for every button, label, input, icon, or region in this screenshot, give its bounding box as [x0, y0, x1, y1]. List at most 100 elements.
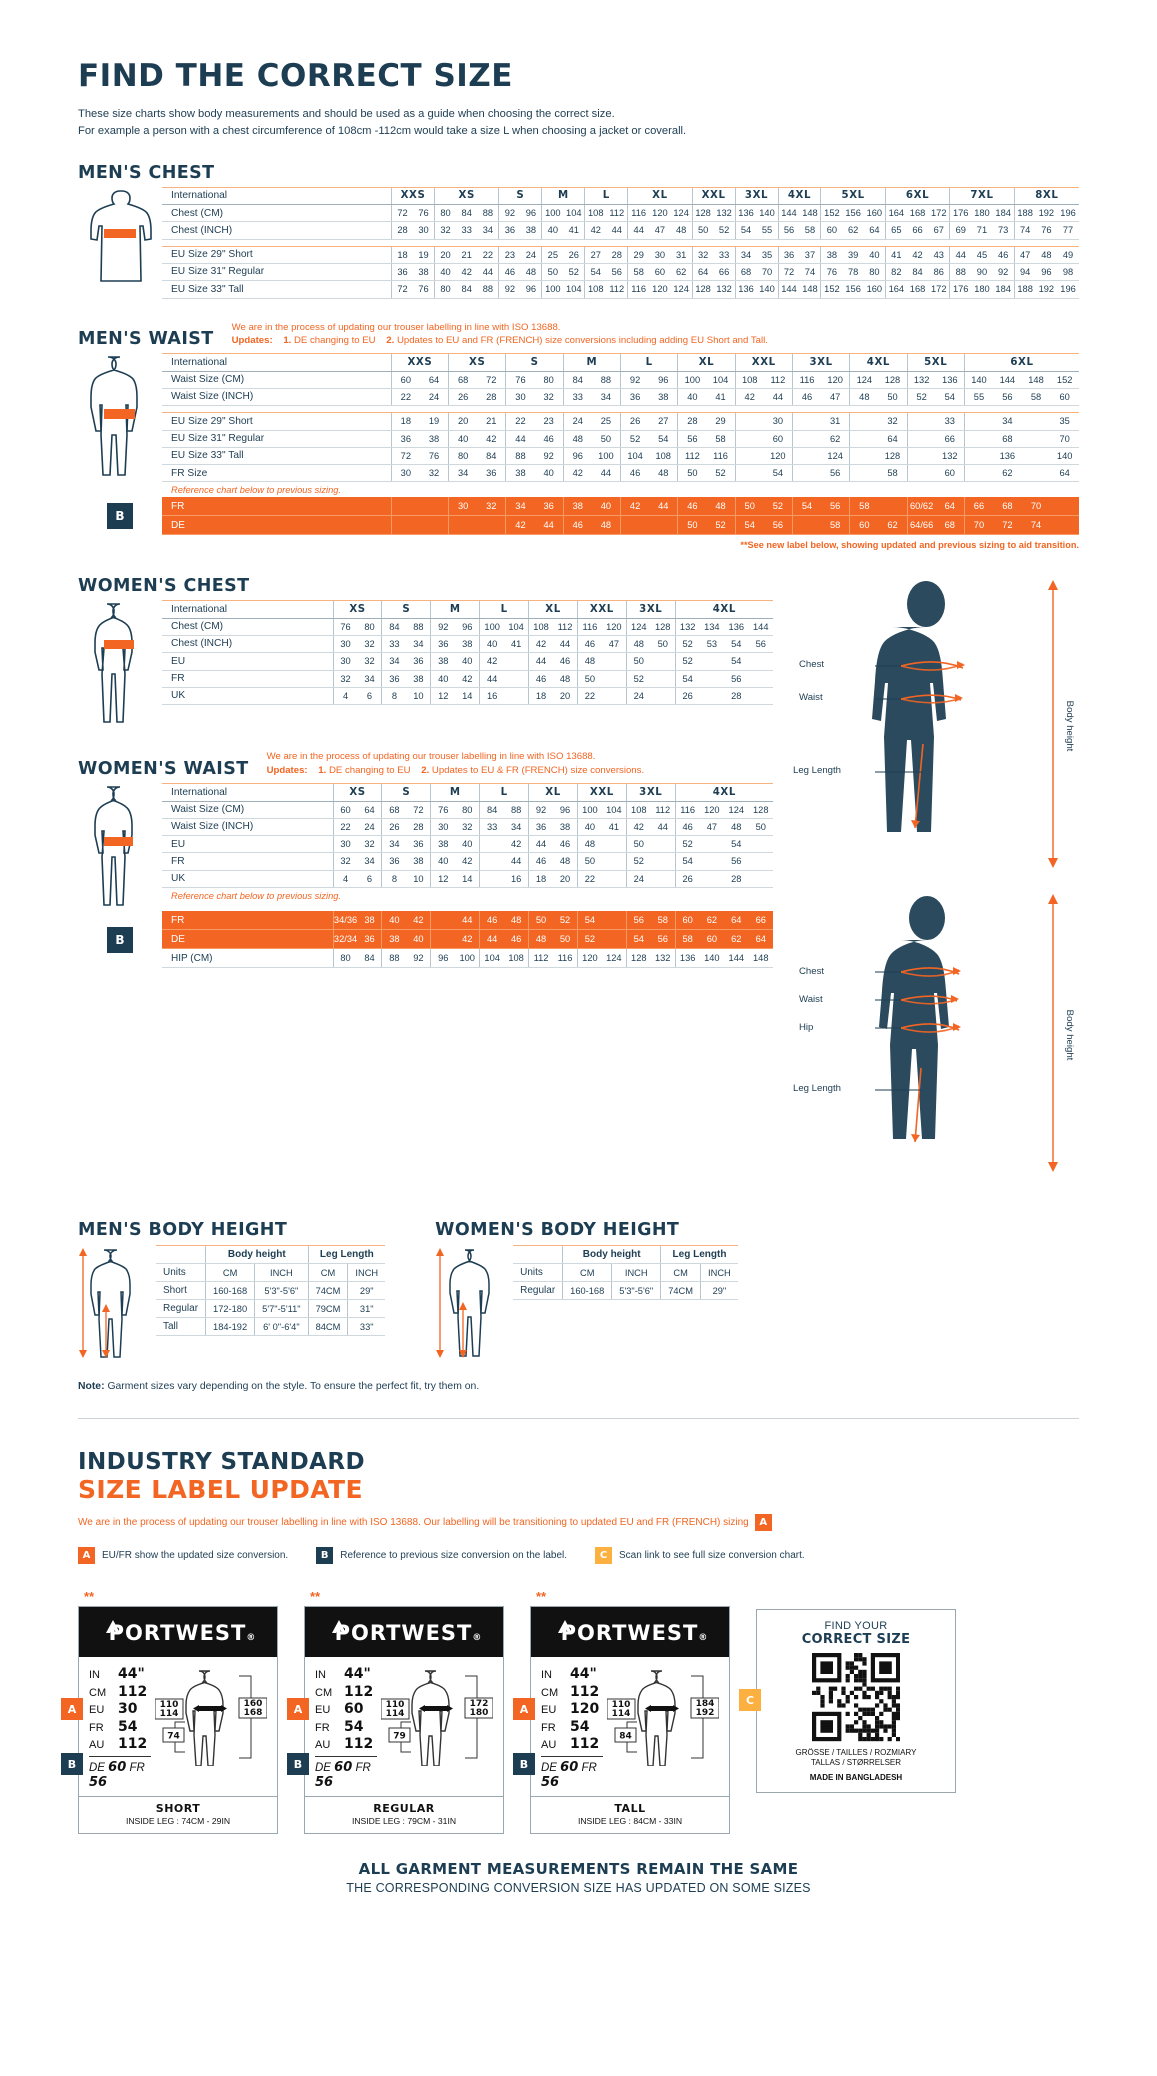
- fit-block: SHORT INSIDE LEG : 74CM - 29IN: [79, 1796, 277, 1833]
- cell: 33: [562, 388, 592, 407]
- cell: 124: [625, 618, 651, 636]
- cell: 112: [677, 447, 707, 466]
- cell: [699, 670, 725, 688]
- size-header: 4XL: [674, 600, 773, 619]
- cell: [791, 412, 822, 431]
- size-value: 112: [344, 1683, 374, 1700]
- cell: 50: [650, 635, 676, 654]
- cell: 120: [576, 948, 602, 969]
- cell: 42: [528, 635, 554, 654]
- stars-marker: **: [84, 1589, 95, 1605]
- mens-chest-table: International XXS XS S M L XL XXL 3XL 4XL 5XL 6XL 7X…: [162, 186, 1079, 299]
- cell: 42: [477, 430, 506, 448]
- size-key: IN: [89, 1669, 100, 1682]
- cell: 54: [791, 497, 822, 517]
- cell: 68: [935, 515, 965, 536]
- cell: 84: [562, 371, 592, 389]
- mens-waist-section: MEN'S WAIST We are in the process of upd…: [78, 321, 1079, 550]
- cell: 62: [993, 464, 1022, 483]
- cell: 132: [713, 204, 736, 223]
- table-row: EU Size 29" Short 18 19 20 21 22 23 24 25 26 27 28 2…: [162, 245, 1079, 264]
- cell: 60: [849, 515, 879, 536]
- cell: 50: [734, 497, 764, 517]
- cell: 88: [505, 447, 535, 466]
- previous-size-row: DE 32/34 36 38 40 42 44 46 48 50 52 54 56 58 60 62 64: [162, 929, 773, 950]
- row-label: FR: [162, 911, 334, 931]
- cell: 38: [520, 221, 542, 240]
- cell: [650, 670, 676, 688]
- mens-body-height-figure: [78, 1245, 156, 1359]
- industry-title-2: SIZE LABEL UPDATE: [78, 1475, 363, 1505]
- cell: 26: [381, 818, 407, 837]
- unit-cell: CM: [660, 1263, 701, 1283]
- size-row: AU 112: [315, 1736, 377, 1752]
- qr-card[interactable]: FIND YOUR CORRECT SIZE GRÖSSE / TAILLES …: [756, 1609, 956, 1793]
- cell: 40: [381, 911, 407, 931]
- cell: 23: [498, 245, 521, 264]
- cell: 42: [505, 515, 535, 536]
- cell: 52: [706, 515, 736, 536]
- womens-update-2-text: Updates to EU & FR (FRENCH) size convers…: [431, 765, 645, 777]
- size-key: AU: [541, 1739, 557, 1752]
- cell: 148: [799, 280, 821, 299]
- cell: [963, 412, 994, 431]
- cell: 52: [674, 835, 700, 854]
- cell: 188: [1013, 280, 1036, 299]
- size-key: CM: [89, 1686, 107, 1699]
- qr-code-holder[interactable]: [765, 1653, 947, 1742]
- cell: 24: [419, 388, 449, 407]
- cell: 82: [884, 263, 907, 282]
- cell: 44: [649, 497, 678, 517]
- spacer: [156, 1245, 206, 1265]
- womens-waist-prev-tbody: FR 34/36 38 40 42 44 46 48 50 52 54 56 58 60 62 64 66 DE 3…: [162, 911, 773, 969]
- svg-text:180: 180: [470, 1708, 489, 1718]
- fit-name: REGULAR: [373, 1802, 435, 1816]
- cell: 128: [748, 801, 773, 819]
- cell: 42: [455, 263, 478, 282]
- size-key: IN: [541, 1669, 552, 1682]
- cell: 43: [928, 245, 950, 264]
- cell: 35: [756, 245, 778, 264]
- cell: 50: [591, 430, 621, 448]
- cell: 28: [724, 687, 749, 706]
- cell: 32: [332, 852, 358, 871]
- row-label: Waist Size (INCH): [162, 388, 392, 407]
- cell: 184: [992, 280, 1015, 299]
- cell: 48: [553, 852, 578, 871]
- cell: 62: [821, 430, 850, 448]
- cell: 52: [706, 464, 736, 483]
- tag-c: C: [739, 1689, 761, 1712]
- cell: [963, 464, 994, 483]
- size-header: 6XL: [884, 186, 950, 206]
- cell: [504, 652, 529, 671]
- cell: 40: [677, 388, 707, 407]
- cell: 66: [935, 430, 965, 448]
- cell: 27: [584, 245, 607, 264]
- size-value: 112: [118, 1683, 148, 1700]
- section-divider: [78, 1418, 1079, 1420]
- cell: 22: [505, 412, 535, 431]
- cell: [748, 870, 773, 888]
- size-row: FR 54: [89, 1719, 151, 1735]
- cell: 42: [620, 497, 650, 517]
- cell: 64: [863, 221, 886, 240]
- cell: 62: [724, 929, 749, 950]
- womens-update-2-num: 2.: [421, 765, 430, 777]
- cell: 60: [699, 929, 725, 950]
- cell: 124: [670, 204, 693, 223]
- cell: 128: [878, 371, 908, 389]
- cell: 94: [1013, 263, 1036, 282]
- cell: 44: [455, 911, 480, 931]
- cell: 71: [971, 221, 993, 240]
- previous-size-row: FR 34/36 38 40 42 44 46 48 50 52 54 56 58 60 62 64 66: [162, 911, 773, 931]
- cell: 26: [448, 388, 478, 407]
- cell: 112: [528, 948, 554, 969]
- cell: 62: [699, 911, 725, 931]
- cell: 32/34: [332, 929, 358, 950]
- cell: 68: [993, 430, 1022, 448]
- cell: 160: [863, 280, 886, 299]
- womens-body-height-table: Body height Leg Length Units CM INCH CM INCH Re…: [513, 1245, 738, 1301]
- unit-cell: CM: [205, 1263, 255, 1283]
- bh-row-label: Tall: [156, 1317, 206, 1337]
- cell: 38: [381, 929, 407, 950]
